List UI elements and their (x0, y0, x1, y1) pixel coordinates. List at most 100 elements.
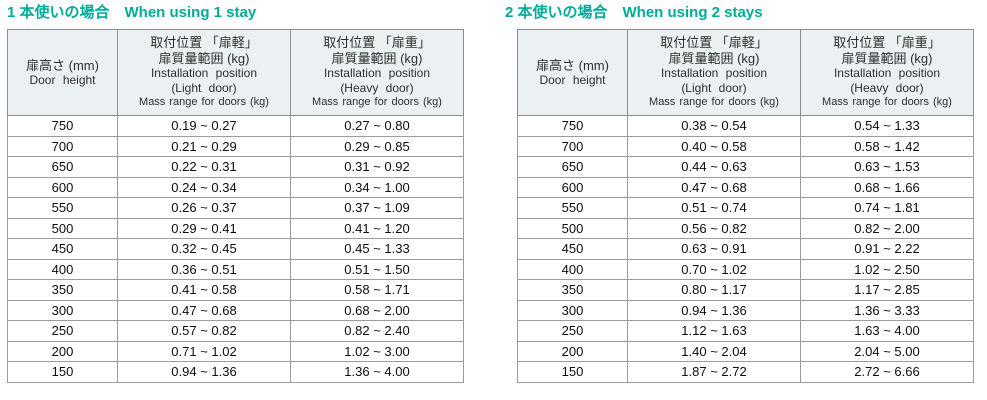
door-height-cell: 750 (7, 115, 118, 137)
section-title-one-stay: 1 本使いの場合 When using 1 stay (7, 3, 465, 23)
heavy-door-header-en2: (Heavy door) (850, 80, 924, 95)
header-row: 扉高さ (mm) Door height 取付位置 「扉軽」 扉質量範囲 (kg… (517, 29, 974, 116)
door-height-cell: 650 (517, 156, 628, 178)
two-stays-section: 2 本使いの場合 When using 2 stays 扉高さ (mm) Doo… (505, 3, 974, 383)
section-title-jp: 1 本使いの場合 (7, 4, 110, 21)
door-height-cell: 550 (7, 197, 118, 219)
door-height-cell: 200 (7, 340, 118, 362)
light-door-range-cell: 1.87 ~ 2.72 (627, 361, 801, 383)
table-row: 500 0.29 ~ 0.41 0.41 ~ 1.20 (7, 217, 464, 239)
door-height-header: 扉高さ (mm) Door height (517, 29, 628, 116)
heavy-door-header-jp1: 取付位置 「扉重」 (323, 35, 431, 50)
light-door-header-en3: Mass range for doors (kg) (139, 96, 269, 108)
door-height-cell: 600 (7, 176, 118, 198)
table-row: 550 0.26 ~ 0.37 0.37 ~ 1.09 (7, 197, 464, 219)
light-door-range-cell: 0.56 ~ 0.82 (627, 217, 801, 239)
door-height-cell: 700 (7, 135, 118, 157)
heavy-door-range-cell: 0.68 ~ 2.00 (290, 299, 464, 321)
door-height-header: 扉高さ (mm) Door height (7, 29, 118, 116)
table-row: 350 0.80 ~ 1.17 1.17 ~ 2.85 (517, 279, 974, 301)
heavy-door-range-cell: 0.58 ~ 1.42 (800, 135, 974, 157)
table-row: 750 0.38 ~ 0.54 0.54 ~ 1.33 (517, 115, 974, 137)
heavy-door-range-cell: 0.74 ~ 1.81 (800, 197, 974, 219)
light-door-header-jp1: 取付位置 「扉軽」 (150, 35, 258, 50)
light-door-range-cell: 0.19 ~ 0.27 (117, 115, 291, 137)
light-door-header-jp2: 扉質量範囲 (kg) (158, 50, 250, 66)
header-row: 扉高さ (mm) Door height 取付位置 「扉軽」 扉質量範囲 (kg… (7, 29, 464, 116)
light-door-range-cell: 0.47 ~ 0.68 (117, 299, 291, 321)
heavy-door-range-cell: 0.58 ~ 1.71 (290, 279, 464, 301)
door-height-cell: 550 (517, 197, 628, 219)
light-door-range-cell: 0.63 ~ 0.91 (627, 238, 801, 260)
door-height-cell: 250 (7, 320, 118, 342)
light-door-range-cell: 0.24 ~ 0.34 (117, 176, 291, 198)
table-row: 400 0.36 ~ 0.51 0.51 ~ 1.50 (7, 258, 464, 280)
light-door-range-cell: 1.12 ~ 1.63 (627, 320, 801, 342)
light-door-range-cell: 0.71 ~ 1.02 (117, 340, 291, 362)
heavy-door-range-cell: 1.02 ~ 2.50 (800, 258, 974, 280)
table-row: 450 0.32 ~ 0.45 0.45 ~ 1.33 (7, 238, 464, 260)
door-height-cell: 350 (517, 279, 628, 301)
table-row: 250 0.57 ~ 0.82 0.82 ~ 2.40 (7, 320, 464, 342)
table-row: 150 0.94 ~ 1.36 1.36 ~ 4.00 (7, 361, 464, 383)
table-row: 450 0.63 ~ 0.91 0.91 ~ 2.22 (517, 238, 974, 260)
light-door-range-cell: 0.22 ~ 0.31 (117, 156, 291, 178)
light-door-range-cell: 0.21 ~ 0.29 (117, 135, 291, 157)
table-row: 600 0.24 ~ 0.34 0.34 ~ 1.00 (7, 176, 464, 198)
heavy-door-header: 取付位置 「扉重」 扉質量範囲 (kg) Installation positi… (800, 29, 974, 116)
light-door-range-cell: 0.29 ~ 0.41 (117, 217, 291, 239)
light-door-range-cell: 0.80 ~ 1.17 (627, 279, 801, 301)
door-height-cell: 700 (517, 135, 628, 157)
light-door-range-cell: 1.40 ~ 2.04 (627, 340, 801, 362)
door-height-cell: 600 (517, 176, 628, 198)
table-row: 750 0.19 ~ 0.27 0.27 ~ 0.80 (7, 115, 464, 137)
light-door-header-en2: (Light door) (681, 80, 747, 95)
heavy-door-range-cell: 0.91 ~ 2.22 (800, 238, 974, 260)
light-door-range-cell: 0.70 ~ 1.02 (627, 258, 801, 280)
table-row: 500 0.56 ~ 0.82 0.82 ~ 2.00 (517, 217, 974, 239)
section-title-jp: 2 本使いの場合 (505, 4, 608, 21)
heavy-door-range-cell: 0.51 ~ 1.50 (290, 258, 464, 280)
light-door-header: 取付位置 「扉軽」 扉質量範囲 (kg) Installation positi… (117, 29, 291, 116)
heavy-door-range-cell: 2.04 ~ 5.00 (800, 340, 974, 362)
door-height-cell: 750 (517, 115, 628, 137)
light-door-range-cell: 0.32 ~ 0.45 (117, 238, 291, 260)
table-row: 350 0.41 ~ 0.58 0.58 ~ 1.71 (7, 279, 464, 301)
light-door-range-cell: 0.94 ~ 1.36 (117, 361, 291, 383)
door-height-cell: 450 (7, 238, 118, 260)
section-title-en: When using 2 stays (622, 4, 763, 21)
table-row: 700 0.21 ~ 0.29 0.29 ~ 0.85 (7, 135, 464, 157)
heavy-door-range-cell: 1.02 ~ 3.00 (290, 340, 464, 362)
section-title-two-stays: 2 本使いの場合 When using 2 stays (505, 3, 973, 23)
heavy-door-range-cell: 0.27 ~ 0.80 (290, 115, 464, 137)
one-stay-section: 1 本使いの場合 When using 1 stay 扉高さ (mm) Door… (7, 3, 465, 383)
heavy-door-range-cell: 0.45 ~ 1.33 (290, 238, 464, 260)
door-height-cell: 300 (7, 299, 118, 321)
heavy-door-header-en1: Installation position (833, 66, 941, 80)
heavy-door-range-cell: 1.63 ~ 4.00 (800, 320, 974, 342)
heavy-door-range-cell: 0.82 ~ 2.00 (800, 217, 974, 239)
heavy-door-header-en3: Mass range for doors (kg) (822, 96, 952, 108)
door-height-cell: 150 (517, 361, 628, 383)
light-door-range-cell: 0.40 ~ 0.58 (627, 135, 801, 157)
one-stay-table: 扉高さ (mm) Door height 取付位置 「扉軽」 扉質量範囲 (kg… (7, 29, 464, 383)
door-height-cell: 450 (517, 238, 628, 260)
door-height-cell: 350 (7, 279, 118, 301)
door-height-cell: 650 (7, 156, 118, 178)
door-height-cell: 150 (7, 361, 118, 383)
table-row: 200 1.40 ~ 2.04 2.04 ~ 5.00 (517, 340, 974, 362)
table-row: 150 1.87 ~ 2.72 2.72 ~ 6.66 (517, 361, 974, 383)
heavy-door-range-cell: 0.29 ~ 0.85 (290, 135, 464, 157)
table-row: 200 0.71 ~ 1.02 1.02 ~ 3.00 (7, 340, 464, 362)
light-door-range-cell: 0.41 ~ 0.58 (117, 279, 291, 301)
door-height-header-jp: 扉高さ (mm) (536, 57, 609, 73)
door-height-cell: 500 (517, 217, 628, 239)
table-row: 650 0.22 ~ 0.31 0.31 ~ 0.92 (7, 156, 464, 178)
light-door-range-cell: 0.36 ~ 0.51 (117, 258, 291, 280)
door-height-cell: 500 (7, 217, 118, 239)
door-height-header-en: Door height (29, 73, 96, 87)
heavy-door-range-cell: 0.34 ~ 1.00 (290, 176, 464, 198)
door-height-cell: 250 (517, 320, 628, 342)
light-door-header-en1: Installation position (150, 66, 258, 80)
